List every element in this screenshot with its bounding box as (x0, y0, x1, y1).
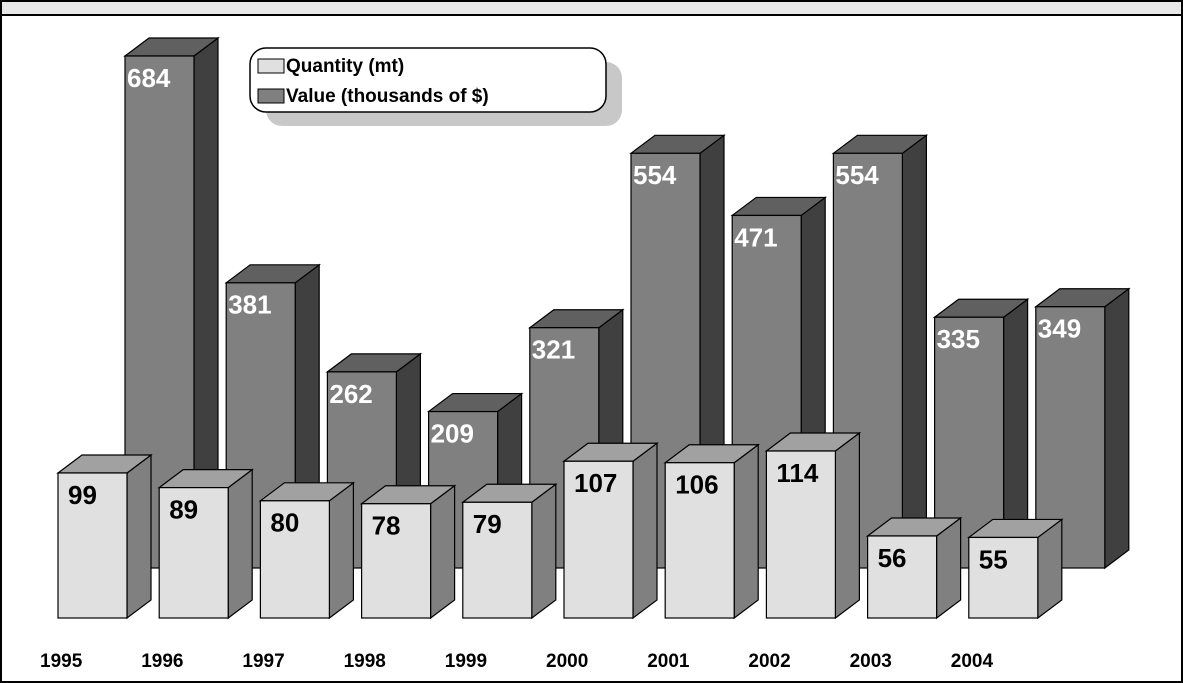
x-tick-label: 1995 (40, 651, 83, 672)
x-tick-label: 1996 (141, 651, 183, 672)
bar (663, 443, 761, 620)
legend-swatch (257, 88, 285, 104)
x-tick-label: 2001 (647, 651, 690, 672)
bar (258, 481, 356, 620)
bar-side (632, 442, 658, 620)
data-label: 99 (68, 480, 97, 510)
data-label: 56 (878, 543, 907, 573)
bar (359, 484, 457, 620)
bar-side (1104, 287, 1130, 570)
data-label: 114 (776, 458, 818, 488)
data-label: 349 (1038, 314, 1081, 344)
data-label: 89 (169, 494, 198, 524)
bar-side (227, 468, 253, 620)
data-label: 262 (329, 379, 372, 409)
bar-front (158, 487, 229, 619)
bar (460, 483, 558, 620)
bar (764, 431, 862, 620)
data-label: 554 (835, 160, 879, 190)
bar-front (765, 450, 837, 619)
x-tick-label: 1997 (242, 651, 284, 672)
bar-side (531, 483, 557, 620)
data-label: 78 (372, 511, 401, 541)
bars: 684 381 262 209 321 554 471 554 335 349 99 89 80 78 79… (56, 36, 1131, 620)
bar-front (361, 503, 432, 619)
x-tick-label: 1999 (445, 651, 487, 672)
data-label: 554 (633, 160, 677, 190)
bar-front (866, 535, 938, 619)
data-label: 209 (431, 418, 474, 448)
data-label: 107 (574, 468, 617, 498)
x-tick-label: 1998 (344, 651, 386, 672)
bar (966, 518, 1064, 620)
bar (56, 453, 153, 620)
data-label: 80 (270, 508, 299, 538)
bar-side (328, 481, 354, 620)
data-label: 684 (127, 63, 171, 93)
bar-front (57, 472, 128, 619)
bar-front (259, 500, 330, 619)
bar-front (462, 501, 533, 619)
bar (157, 468, 254, 620)
x-tick-label: 2003 (850, 651, 892, 672)
x-tick-label: 2000 (546, 651, 588, 672)
header-strip (0, 0, 1183, 16)
data-label: 106 (675, 470, 718, 500)
data-label: 321 (532, 335, 575, 365)
bar-side (430, 484, 456, 620)
data-label: 335 (937, 324, 980, 354)
legend-swatch (257, 58, 285, 74)
bar-side (834, 431, 861, 620)
bar-front (664, 462, 735, 619)
data-label: 471 (734, 222, 777, 252)
bar (865, 516, 963, 620)
legend: Quantity (mt) Value (thousands of $) (249, 47, 622, 126)
bar (1034, 287, 1131, 570)
data-label: 79 (473, 509, 502, 539)
legend-label: Value (thousands of $) (286, 86, 489, 107)
x-tick-label: 2002 (748, 651, 790, 672)
legend-label: Quantity (mt) (286, 56, 404, 77)
x-tick-label: 2004 (951, 651, 994, 672)
bar-side (126, 453, 152, 620)
bar-side (733, 443, 759, 620)
bar-front (563, 460, 634, 619)
legend-box (249, 47, 607, 113)
bar-side (901, 134, 928, 570)
data-label: 381 (228, 290, 271, 320)
data-label: 55 (979, 544, 1008, 574)
bar-front (968, 536, 1039, 619)
bar (562, 442, 659, 620)
